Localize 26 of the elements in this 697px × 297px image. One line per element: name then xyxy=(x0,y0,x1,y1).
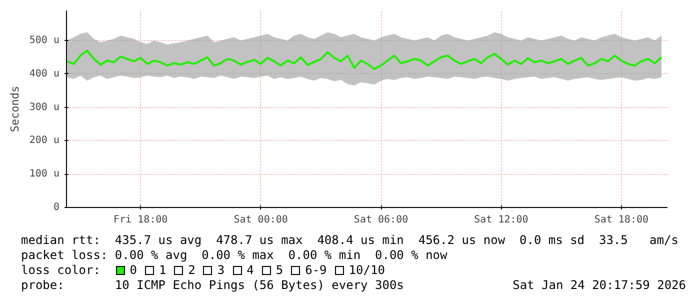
x-tick-label: Sat 06:00 xyxy=(354,214,408,226)
text: packet loss: 0.00 % avg 0.00 % max 0.00 % min 0.00 % now xyxy=(21,248,448,263)
y-tick-label: 300 u xyxy=(29,102,60,113)
text: Sat Jan 24 20:17:59 2026 xyxy=(512,278,686,293)
text: 1 xyxy=(158,263,166,277)
x-tick-label: Fri 18:00 xyxy=(114,214,168,226)
x-tick-label: Sat 18:00 xyxy=(594,214,649,226)
text: probe: 10 ICMP Echo Pings (56 Bytes) every 300s xyxy=(21,278,404,292)
x-tick-label: Sat 00:00 xyxy=(234,214,288,226)
text: 6-9 xyxy=(305,263,327,277)
x-tick-label: Sat 12:00 xyxy=(474,214,528,226)
y-tick-label: 200 u xyxy=(29,135,60,146)
text: 4 xyxy=(246,263,254,277)
text: 0 xyxy=(130,263,137,277)
text: 5 xyxy=(276,263,284,277)
text: 10/10 xyxy=(348,263,385,277)
text: median rtt: 435.7 us avg 478.7 us max 408.4 us min 456.2 us now 0.0 ms sd 33.5 am/s xyxy=(21,233,680,248)
line-series xyxy=(66,50,662,70)
y-tick-label: 100 u xyxy=(29,168,60,180)
y-axis-title: Seconds xyxy=(8,86,22,132)
text: loss color: xyxy=(21,263,100,277)
y-tick-label: 400 u xyxy=(29,68,60,80)
y-tick-label: 500 u xyxy=(29,35,60,46)
y-tick-label: 0 xyxy=(53,202,60,213)
text: 3 xyxy=(217,263,225,277)
text: 2 xyxy=(188,263,196,277)
